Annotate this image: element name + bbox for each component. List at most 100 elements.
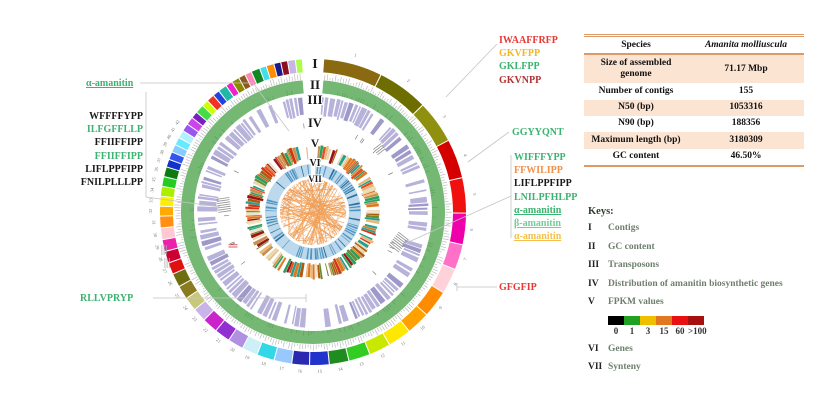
gene-bar bbox=[343, 186, 354, 194]
gc-inner-spike bbox=[403, 131, 408, 136]
gene-label-line bbox=[377, 148, 386, 156]
fpkm-bar bbox=[252, 235, 268, 246]
gene-bar bbox=[316, 164, 319, 176]
contig-id-ticks bbox=[164, 258, 170, 268]
transposon-bar bbox=[394, 149, 412, 163]
gc-histogram-spike bbox=[191, 276, 198, 281]
synteny-chord bbox=[295, 185, 334, 241]
transposon-bar bbox=[199, 231, 220, 240]
gene-bar bbox=[340, 180, 350, 189]
fpkm-bar bbox=[260, 166, 273, 178]
contig-number: 22 bbox=[202, 327, 209, 334]
gene-bar bbox=[330, 243, 337, 254]
gc-histogram-spike bbox=[290, 342, 293, 350]
gc-histogram-spike bbox=[180, 168, 188, 172]
gc-inner-spike bbox=[400, 292, 406, 297]
gc-histogram-spike bbox=[331, 343, 333, 348]
transposon-bar bbox=[392, 263, 411, 278]
transposon-bar bbox=[294, 307, 301, 327]
gc-histogram-spike bbox=[249, 329, 253, 334]
gc-inner-spike bbox=[269, 323, 272, 329]
gc-histogram-spike bbox=[197, 133, 204, 139]
gc-histogram-spike bbox=[190, 149, 196, 152]
fpkm-bar bbox=[364, 217, 380, 221]
gc-histogram-spike bbox=[438, 169, 442, 171]
gc-histogram-spike bbox=[176, 233, 183, 236]
gc-inner-spike bbox=[291, 90, 293, 95]
fpkm-bar bbox=[323, 146, 329, 160]
synteny-chord bbox=[302, 187, 336, 244]
fpkm-bar bbox=[361, 228, 377, 236]
fpkm-bar bbox=[264, 165, 276, 177]
synteny-chord bbox=[280, 181, 300, 217]
gc-histogram-spike bbox=[442, 238, 449, 241]
peptide-label: WFFFFYPP bbox=[89, 111, 143, 122]
gc-histogram-spike bbox=[429, 146, 433, 149]
contig-segment bbox=[328, 348, 349, 365]
fpkm-bar bbox=[335, 257, 345, 272]
transposon-bar bbox=[320, 97, 324, 115]
peptide-label: α-amanitin bbox=[514, 231, 562, 243]
gc-histogram-spike bbox=[186, 257, 189, 259]
fpkm-bar bbox=[350, 246, 363, 259]
fpkm-scale-swatch bbox=[688, 315, 704, 325]
gc-histogram-spike bbox=[191, 146, 197, 150]
gc-histogram-spike bbox=[192, 152, 195, 155]
key-numeral: II bbox=[588, 241, 596, 252]
synteny-chord bbox=[293, 236, 335, 239]
transposon-bar bbox=[366, 290, 381, 308]
contig-segment bbox=[274, 62, 283, 77]
fpkm-bar bbox=[361, 183, 375, 192]
gene-bar bbox=[314, 248, 317, 260]
key-numeral: III bbox=[588, 260, 600, 270]
gc-inner-spike bbox=[384, 113, 389, 118]
contig-number: 13 bbox=[359, 361, 366, 367]
amanitin-gene-tick bbox=[359, 138, 364, 143]
key-item-genes: VI Genes bbox=[588, 344, 831, 354]
fpkm-bar bbox=[245, 219, 263, 224]
gc-histogram-spike bbox=[374, 93, 377, 96]
gene-bar bbox=[265, 215, 277, 219]
fpkm-bar bbox=[265, 247, 278, 260]
gc-histogram-spike bbox=[274, 339, 278, 346]
key-label: Distribution of amanitin biosynthetic ge… bbox=[608, 278, 783, 289]
contig-number: 14 bbox=[338, 366, 344, 372]
fpkm-bar bbox=[286, 260, 293, 273]
table-row: Size of assembled genome 71.17 Mbp bbox=[584, 54, 804, 84]
gc-histogram-spike bbox=[195, 278, 199, 281]
row-label: Number of contigs bbox=[598, 85, 674, 96]
gc-histogram-spike bbox=[432, 268, 438, 272]
synteny-chord bbox=[287, 190, 290, 235]
gc-histogram-spike bbox=[208, 298, 213, 303]
key-numeral: VII bbox=[588, 362, 603, 372]
gc-histogram-spike bbox=[426, 140, 433, 145]
peptide-label: α-amanitin bbox=[514, 204, 562, 216]
gc-histogram-spike bbox=[207, 120, 214, 126]
fpkm-bar bbox=[261, 245, 274, 257]
fpkm-color-scale: 0 1 3 15 60 >100 bbox=[608, 315, 831, 336]
contig-segment bbox=[239, 75, 251, 90]
amanitin-gene-tick bbox=[389, 246, 395, 250]
transposon-bar bbox=[351, 300, 361, 318]
gc-histogram-spike bbox=[442, 184, 448, 187]
peptide-label: GKVFPP bbox=[499, 48, 541, 60]
gc-histogram-spike bbox=[443, 233, 450, 235]
transposon-bar bbox=[217, 146, 235, 160]
gc-inner-spike bbox=[386, 305, 391, 311]
fpkm-bar bbox=[277, 257, 287, 271]
fpkm-bar bbox=[317, 264, 321, 279]
gc-inner-spike bbox=[211, 140, 216, 144]
gc-histogram-spike bbox=[412, 299, 415, 302]
transposon-bar bbox=[408, 189, 427, 195]
fpkm-bar bbox=[276, 256, 285, 269]
gene-bar bbox=[286, 171, 294, 182]
gc-inner-spike bbox=[372, 104, 377, 110]
fpkm-bar bbox=[359, 232, 373, 241]
fpkm-bar bbox=[337, 256, 346, 270]
gene-label-line bbox=[217, 201, 231, 205]
transposon-bar bbox=[343, 102, 354, 122]
species-header: Species bbox=[584, 35, 688, 56]
fpkm-scale-labels: 0 1 3 15 60 >100 bbox=[608, 326, 712, 336]
gc-histogram-spike bbox=[386, 98, 389, 103]
gc-histogram-spike bbox=[299, 73, 301, 81]
